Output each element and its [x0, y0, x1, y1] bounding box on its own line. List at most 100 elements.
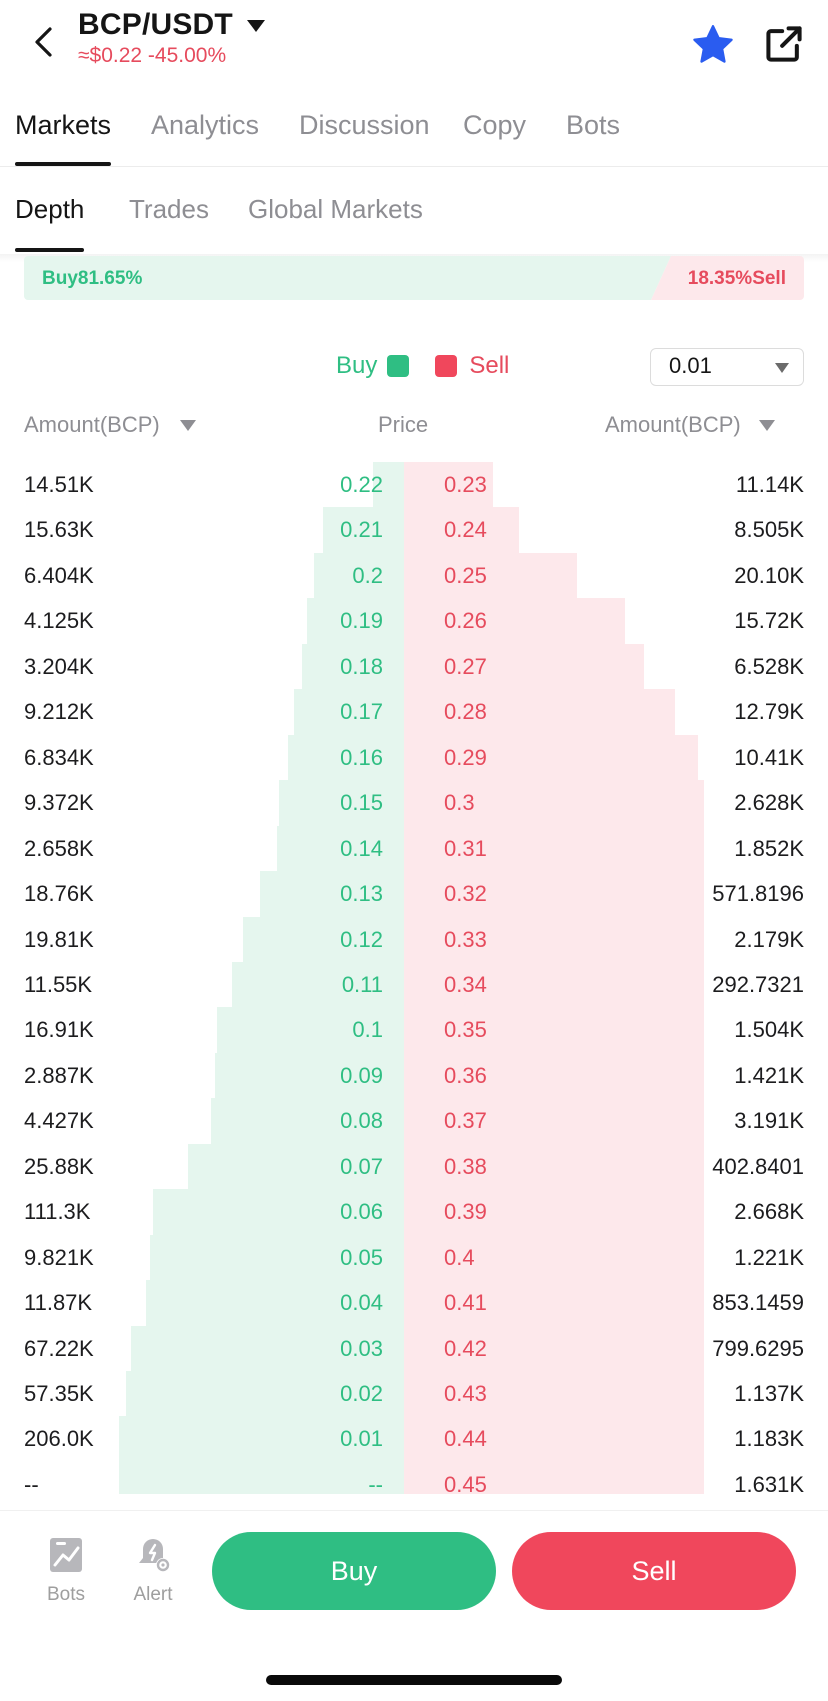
order-book-row[interactable]: 6.404K 0.2 0.25 20.10K [0, 553, 828, 599]
caret-down-icon [775, 363, 789, 373]
order-book-row[interactable]: 16.91K 0.1 0.35 1.504K [0, 1007, 828, 1053]
bid-depth-bar [307, 598, 404, 646]
tab-discussion[interactable]: Discussion [299, 110, 430, 140]
bid-amount: 16.91K [24, 1017, 94, 1043]
ask-amount: 853.1459 [712, 1290, 804, 1316]
sell-button[interactable]: Sell [512, 1532, 796, 1610]
ask-amount: 6.528K [734, 653, 804, 679]
ask-depth-bar [404, 825, 704, 873]
share-button[interactable] [762, 22, 806, 66]
bid-amount: 206.0K [24, 1426, 94, 1452]
order-book-row[interactable]: 67.22K 0.03 0.42 799.6295 [0, 1326, 828, 1372]
ask-amount: 292.7321 [712, 971, 804, 997]
ask-depth-bar [404, 1189, 704, 1237]
ask-amount: 20.10K [734, 562, 804, 588]
order-book-row[interactable]: 11.87K 0.04 0.41 853.1459 [0, 1280, 828, 1326]
order-book-row[interactable]: 19.81K 0.12 0.33 2.179K [0, 917, 828, 963]
bid-amount: 67.22K [24, 1335, 94, 1361]
order-book-row[interactable]: 18.76K 0.13 0.32 571.8196 [0, 871, 828, 917]
bid-depth-bar [373, 462, 404, 509]
bid-price: 0.19 [340, 608, 383, 634]
bid-price: 0.06 [340, 1199, 383, 1225]
tab-copy[interactable]: Copy [463, 110, 527, 140]
subtab-depth[interactable]: Depth [15, 190, 85, 252]
bots-chart-icon [50, 1538, 82, 1572]
order-book-row[interactable]: 111.3K 0.06 0.39 2.668K [0, 1189, 828, 1235]
favorite-star-button[interactable] [690, 22, 736, 68]
bid-amount: 11.87K [24, 1290, 93, 1316]
order-book-row[interactable]: 11.55K 0.11 0.34 292.7321 [0, 962, 828, 1008]
bid-depth-bar [150, 1234, 404, 1282]
external-link-icon [766, 26, 802, 62]
bid-price: 0.01 [340, 1426, 383, 1452]
order-book-row[interactable]: 4.125K 0.19 0.26 15.72K [0, 598, 828, 644]
alert-nav-button[interactable]: Alert [123, 1535, 183, 1606]
order-book-row[interactable]: 2.887K 0.09 0.36 1.421K [0, 1053, 828, 1099]
order-book-row[interactable]: 57.35K 0.02 0.43 1.137K [0, 1371, 828, 1417]
pair-selector[interactable]: BCP/USDT [78, 8, 265, 42]
tab-bots[interactable]: Bots [566, 110, 621, 140]
ask-depth-bar [404, 780, 704, 828]
ask-price: 0.39 [444, 1199, 487, 1225]
order-book-row[interactable]: 9.212K 0.17 0.28 12.79K [0, 689, 828, 735]
bid-price: 0.09 [340, 1062, 383, 1088]
depth-legend: Buy Sell [336, 352, 509, 380]
caret-down-icon [179, 419, 196, 431]
precision-value: 0.01 [669, 353, 712, 378]
tab-markets[interactable]: Markets [15, 104, 112, 166]
ask-price: 0.42 [444, 1335, 487, 1361]
ask-depth-bar [404, 1052, 704, 1100]
bid-price: 0.16 [340, 744, 383, 770]
ask-price: 0.3 [444, 790, 475, 816]
ask-amount: 1.421K [734, 1062, 804, 1088]
ask-depth-bar [404, 552, 577, 600]
ratio-buy-segment [24, 256, 671, 300]
ask-price: 0.27 [444, 653, 487, 679]
ask-amount: 1.504K [734, 1017, 804, 1043]
buy-button[interactable]: Buy [212, 1532, 496, 1610]
order-book-row[interactable]: -- -- 0.45 1.631K [0, 1462, 828, 1494]
bid-price: 0.04 [340, 1290, 383, 1316]
bots-nav-button[interactable]: Bots [36, 1535, 96, 1606]
ask-amount-header-label: Amount(BCP) [605, 412, 741, 437]
order-book-row[interactable]: 2.658K 0.14 0.31 1.852K [0, 826, 828, 872]
ask-amount: 1.852K [734, 835, 804, 861]
order-book-row[interactable]: 3.204K 0.18 0.27 6.528K [0, 644, 828, 690]
back-button[interactable] [24, 22, 64, 62]
bid-price: 0.22 [340, 472, 383, 497]
ask-price: 0.29 [444, 744, 487, 770]
bid-amount-header[interactable]: Amount(BCP) [24, 412, 196, 438]
bid-amount: 6.404K [24, 562, 94, 588]
order-book-row[interactable]: 25.88K 0.07 0.38 402.8401 [0, 1144, 828, 1190]
bid-depth-bar [146, 1280, 404, 1328]
ask-price: 0.32 [444, 881, 487, 907]
ask-amount-header[interactable]: Amount(BCP) [605, 412, 775, 438]
bid-depth-bar [119, 1461, 404, 1494]
order-book-row[interactable]: 9.372K 0.15 0.3 2.628K [0, 780, 828, 826]
precision-select[interactable]: 0.01 [650, 348, 804, 386]
tab-analytics[interactable]: Analytics [151, 110, 260, 140]
caret-down-icon [246, 20, 265, 32]
legend-sell-swatch [435, 355, 458, 377]
bid-depth-bar [131, 1325, 404, 1373]
bid-price: 0.08 [340, 1108, 383, 1134]
ratio-sell-segment [651, 256, 804, 300]
ask-amount: 8.505K [734, 517, 804, 543]
subtab-trades[interactable]: Trades [129, 194, 209, 224]
order-book-row[interactable]: 9.821K 0.05 0.4 1.221K [0, 1235, 828, 1281]
order-book-row[interactable]: 206.0K 0.01 0.44 1.183K [0, 1416, 828, 1462]
ask-price: 0.44 [444, 1426, 487, 1452]
subtab-global-markets[interactable]: Global Markets [248, 194, 423, 224]
bid-depth-bar [119, 1416, 404, 1464]
bid-depth-bar [314, 552, 404, 600]
ask-depth-bar [404, 1098, 704, 1146]
price-change: ≈$0.22 -45.00% [78, 44, 227, 67]
order-book-row[interactable]: 4.427K 0.08 0.37 3.191K [0, 1098, 828, 1144]
ask-price: 0.24 [444, 517, 487, 543]
bid-price: 0.03 [340, 1335, 383, 1361]
bid-depth-bar [217, 1007, 404, 1055]
order-book-row[interactable]: 14.51K 0.22 0.23 11.14K [0, 462, 828, 508]
order-book-row[interactable]: 6.834K 0.16 0.29 10.41K [0, 735, 828, 781]
order-book-row[interactable]: 15.63K 0.21 0.24 8.505K [0, 507, 828, 553]
ask-amount: 11.14K [735, 472, 804, 497]
